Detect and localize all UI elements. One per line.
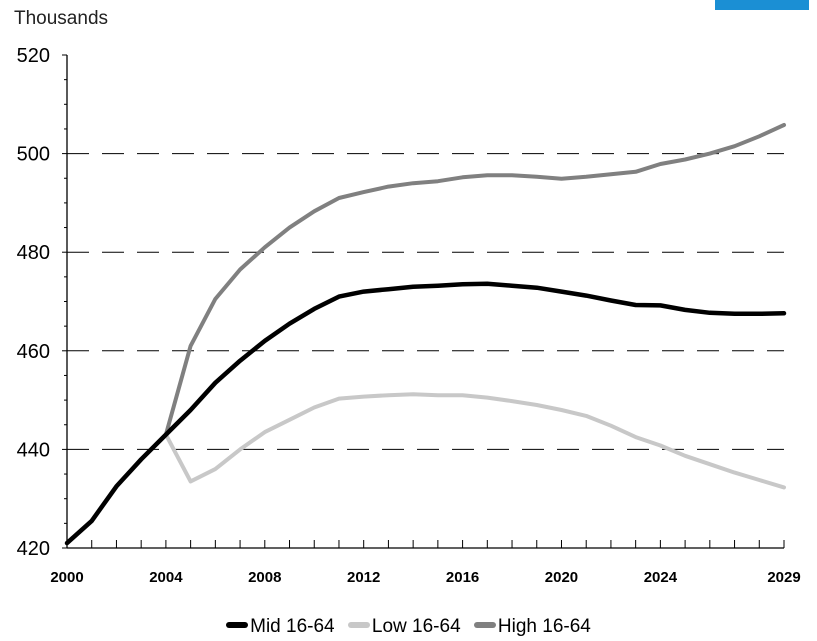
- tick-labels: 420 440 460 480 500 520 2000 2004 2008 2012 2016 20…: [17, 45, 801, 586]
- legend-label-high: High 16-64: [497, 616, 591, 637]
- x-tick-label-2008: 2008: [248, 569, 281, 586]
- legend-item-mid: Mid 16-64: [226, 616, 335, 638]
- x-tick-label-2012: 2012: [347, 569, 380, 586]
- legend-label-low: Low 16-64: [371, 616, 461, 637]
- legend-label-mid: Mid 16-64: [250, 616, 335, 637]
- logo-fragment: [715, 0, 809, 10]
- y-tick-label-440: 440: [17, 439, 50, 461]
- legend-swatch-high: [473, 621, 496, 628]
- x-tick-label-2029: 2029: [767, 569, 800, 586]
- axes: [62, 54, 785, 549]
- series-line-high: [163, 123, 786, 437]
- legend-swatch-mid: [226, 621, 249, 628]
- y-tick-label-420: 420: [17, 538, 50, 560]
- legend-swatch-low: [347, 621, 370, 628]
- x-tick-label-2000: 2000: [50, 569, 83, 586]
- x-tick-label-2024: 2024: [644, 569, 678, 586]
- series-line-mid: [64, 281, 787, 546]
- y-tick-label-460: 460: [17, 341, 50, 363]
- legend: Mid 16-64 Low 16-64 High 16-64: [0, 616, 817, 638]
- y-tick-label-480: 480: [17, 242, 50, 264]
- x-tick-label-2004: 2004: [149, 569, 183, 586]
- y-tick-label-520: 520: [17, 45, 50, 67]
- series-lines: [64, 123, 787, 546]
- x-tick-label-2020: 2020: [545, 569, 578, 586]
- series-line-low: [163, 392, 786, 490]
- x-tick-label-2016: 2016: [446, 569, 479, 586]
- legend-item-low: Low 16-64: [347, 616, 461, 638]
- y-tick-label-500: 500: [17, 144, 50, 166]
- legend-item-high: High 16-64: [473, 616, 591, 638]
- gridlines: [67, 153, 784, 450]
- y-axis-unit-label: Thousands: [14, 8, 109, 29]
